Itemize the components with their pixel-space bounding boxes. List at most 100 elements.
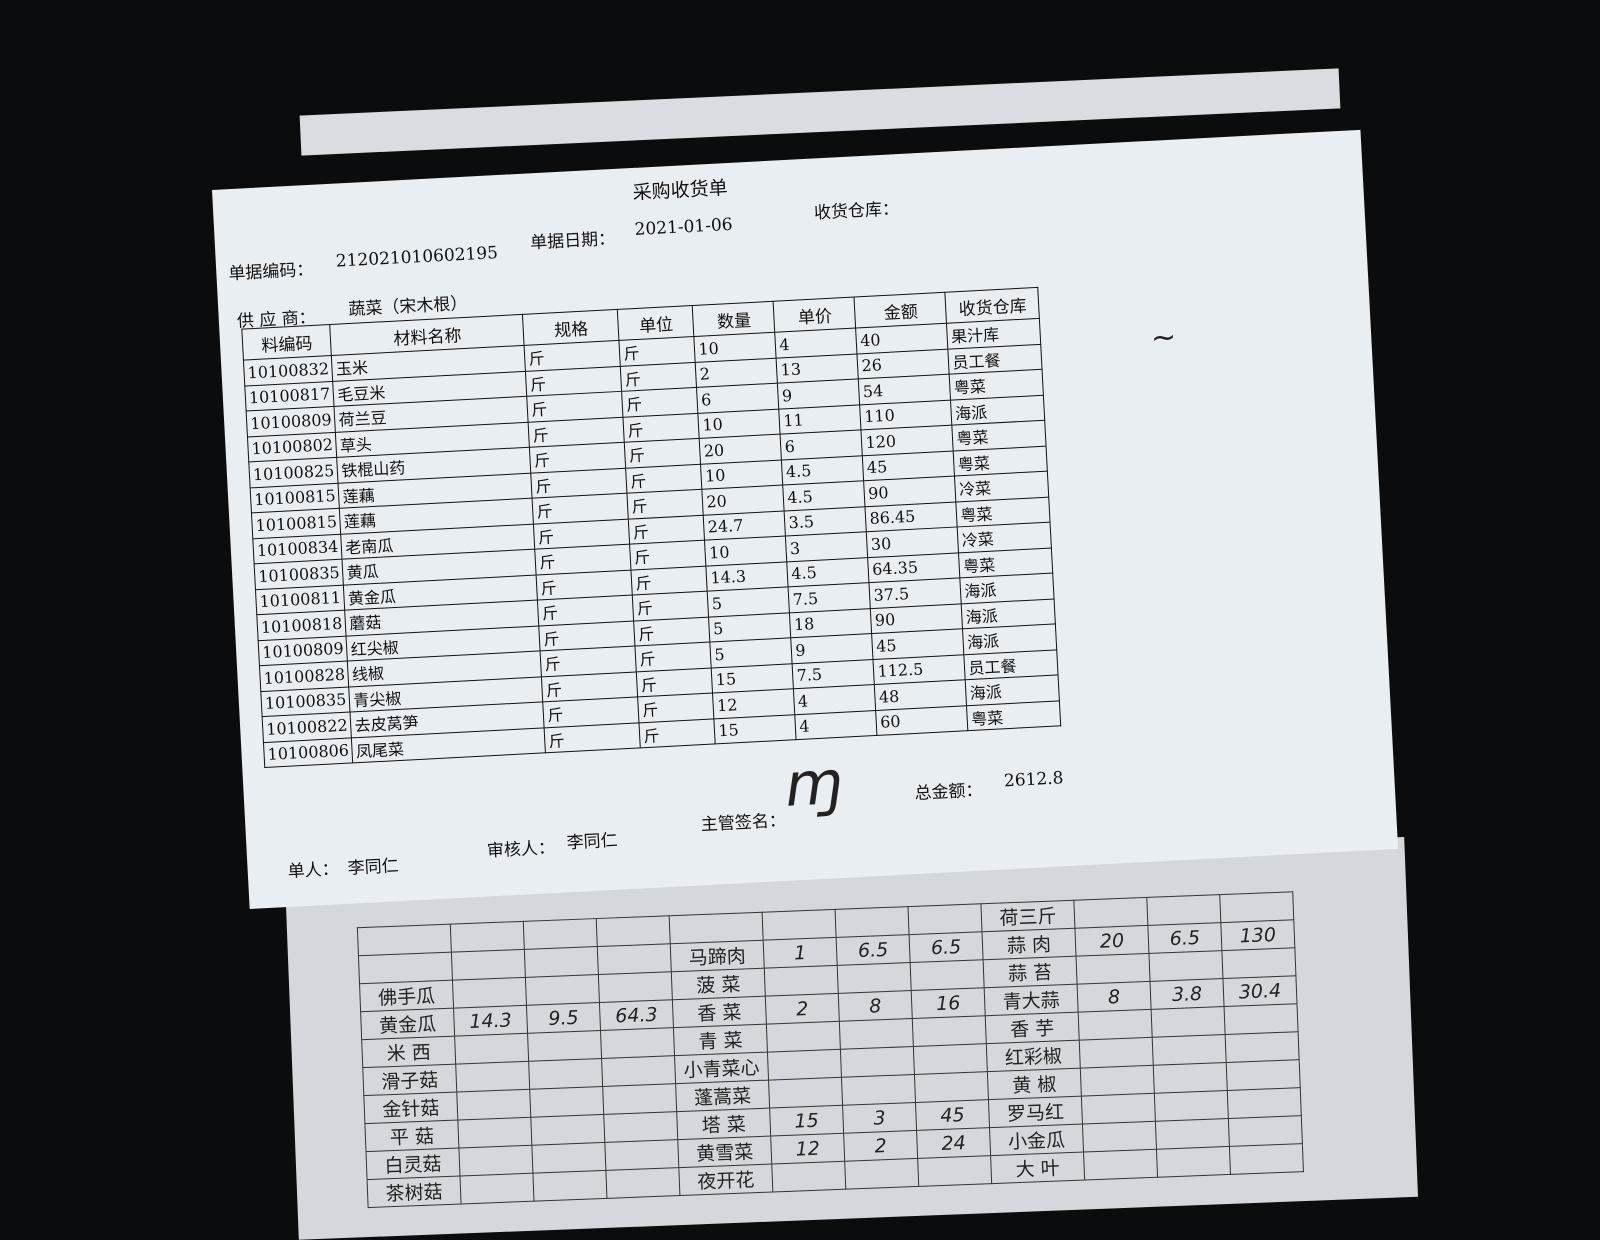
- handwritten-value: [456, 1089, 531, 1121]
- handwritten-value: [1226, 1059, 1301, 1091]
- handwritten-value: [1146, 894, 1221, 926]
- col-unit: 单位: [617, 305, 695, 341]
- table-cell: 斤: [620, 361, 697, 392]
- handwritten-value: 3.8: [1150, 978, 1225, 1010]
- table-cell: 斤: [622, 387, 699, 417]
- col-amount: 金额: [854, 292, 947, 328]
- handwritten-value: [1227, 1087, 1302, 1119]
- item-name: 荷三斤: [980, 900, 1075, 932]
- handwritten-value: [1083, 1149, 1158, 1181]
- handwritten-value: [598, 971, 673, 1003]
- handwritten-value: 3: [842, 1102, 917, 1134]
- handwritten-value: [766, 1021, 841, 1053]
- table-cell: 斤: [628, 514, 705, 545]
- handwritten-value: [837, 962, 912, 994]
- handwritten-value: [458, 1145, 533, 1177]
- item-name: 菠 菜: [671, 968, 766, 1000]
- handwritten-value: [455, 1061, 530, 1093]
- handwritten-value: [1148, 950, 1223, 982]
- handwritten-value: [454, 1033, 529, 1065]
- handwritten-value: 14.3: [453, 1005, 528, 1037]
- handwritten-value: 16: [911, 987, 986, 1019]
- handwritten-value: [604, 1139, 679, 1171]
- handwritten-value: [451, 949, 526, 981]
- handwritten-value: [1080, 1065, 1155, 1097]
- handwritten-value: [1073, 897, 1148, 929]
- handwritten-value: [1079, 1037, 1154, 1069]
- supplier: 蔬菜（宋木根）: [347, 293, 468, 321]
- handwritten-value: 15: [769, 1105, 844, 1137]
- item-name: 塔 菜: [676, 1108, 771, 1140]
- handwritten-value: 6.5: [1147, 922, 1222, 954]
- handwritten-value: [1155, 1118, 1230, 1150]
- table-cell: 10100806: [263, 737, 354, 768]
- handwritten-value: [531, 1142, 606, 1174]
- handwritten-value: [600, 1027, 675, 1059]
- table-cell: 4: [795, 709, 878, 740]
- table-cell: 斤: [624, 438, 701, 468]
- items-table: 料编码 材料名称 规格 单位 数量 单价 金额 收货仓库 10100832 玉米斤…: [241, 287, 1062, 768]
- total-amount: 2612.8: [1003, 768, 1064, 792]
- table-cell: 斤: [544, 722, 641, 753]
- supervisor-signature: ɱ: [782, 747, 845, 821]
- handwritten-value: [839, 1018, 914, 1050]
- handwritten-value: [457, 1117, 532, 1149]
- handwritten-value: [450, 921, 525, 953]
- col-warehouse: 收货仓库: [945, 287, 1040, 324]
- handwritten-value: [530, 1114, 605, 1146]
- handwritten-value: [601, 1055, 676, 1087]
- handwritten-value: [529, 1086, 604, 1118]
- table-cell: 斤: [626, 463, 703, 494]
- warehouse-label: 收货仓库：: [813, 199, 900, 224]
- item-name: [358, 952, 453, 984]
- handwritten-value: 9.5: [526, 1002, 601, 1034]
- handwritten-value: [527, 1030, 602, 1062]
- handwritten-value: [1082, 1121, 1157, 1153]
- table-cell: 斤: [623, 412, 700, 443]
- handwritten-value: 8: [1077, 981, 1152, 1013]
- item-name: 白灵菇: [365, 1148, 460, 1180]
- reviewer-label: 审核人：: [486, 837, 556, 862]
- handwritten-value: [768, 1077, 843, 1109]
- document-title: 采购收货单: [632, 177, 729, 204]
- table-cell: 斤: [627, 489, 704, 519]
- date-label: 单据日期：: [529, 228, 616, 254]
- handwritten-value: [605, 1167, 680, 1199]
- handwritten-value: [1081, 1093, 1156, 1125]
- col-spec: 规格: [522, 309, 620, 346]
- col-code: 料编码: [241, 324, 332, 361]
- handwritten-value: [844, 1158, 919, 1190]
- table-cell: 斤: [630, 540, 707, 570]
- total-label: 总金额：: [914, 780, 984, 805]
- col-price: 单价: [773, 297, 857, 333]
- handwritten-value: [597, 943, 672, 975]
- table-cell: 60: [876, 705, 969, 736]
- handwritten-value: 6.5: [836, 934, 911, 966]
- col-qty: 数量: [692, 301, 776, 337]
- item-name: 香 菜: [672, 996, 767, 1028]
- handwritten-value: 2: [843, 1130, 918, 1162]
- handwritten-value: [762, 909, 837, 941]
- table-cell: 斤: [631, 565, 708, 596]
- receipt-sheet: 采购收货单 单据编码： 212021010602195 单据日期： 2021-0…: [212, 129, 1399, 910]
- handwritten-value: 12: [770, 1133, 845, 1165]
- handwritten-value: [459, 1173, 535, 1204]
- table-cell: 斤: [638, 692, 715, 723]
- handwritten-value: [767, 1049, 842, 1081]
- doc-no-label: 单据编码：: [227, 259, 314, 285]
- handwritten-value: [1152, 1034, 1227, 1066]
- handwritten-value: [840, 1046, 915, 1078]
- item-name: 金针菇: [363, 1092, 458, 1124]
- handwritten-value: [1229, 1143, 1304, 1175]
- maker-label: 单人：: [287, 859, 340, 882]
- table-cell: 粤菜: [966, 700, 1062, 731]
- lower-sheet-table: 荷三斤 马蹄肉 1 6.5 6.5 蒜 肉 20 6.5 130 佛手瓜菠 菜蒜 苔黄金瓜 14.3…: [357, 891, 1304, 1208]
- item-name: 黄金瓜: [360, 1008, 455, 1040]
- item-name: 青 菜: [673, 1024, 768, 1056]
- handwritten-value: [603, 1111, 678, 1143]
- table-cell: 斤: [632, 591, 709, 621]
- handwritten-value: [1225, 1031, 1300, 1063]
- item-name: 小青菜心: [674, 1052, 769, 1084]
- handwritten-value: [1156, 1146, 1231, 1178]
- handwritten-value: [1228, 1115, 1303, 1147]
